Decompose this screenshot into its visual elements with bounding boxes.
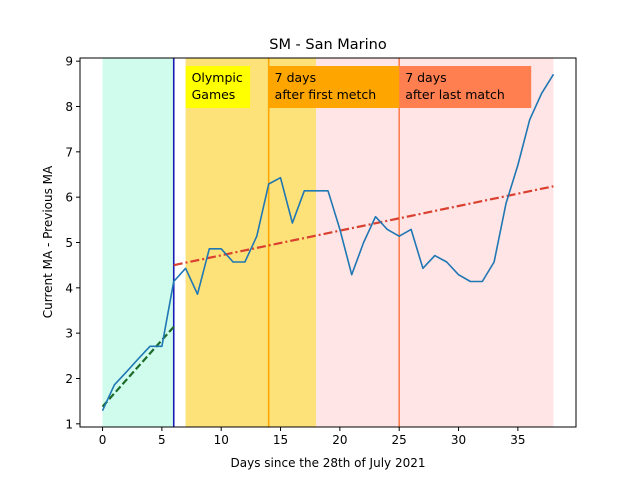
x-tick-label: 15 xyxy=(273,433,288,447)
series-line-0 xyxy=(101,73,555,412)
x-tick-label: 30 xyxy=(451,433,466,447)
annotation-box-1 xyxy=(268,66,409,108)
annotation-2: 7 days after last match xyxy=(399,66,532,108)
annotation-text-1-0: 7 days xyxy=(275,70,316,85)
y-tick-label: 5 xyxy=(65,236,73,250)
y-axis-label: Current MA - Previous MA xyxy=(41,165,55,318)
annotation-text-0-0: Olympic xyxy=(192,70,243,85)
annotation-text-2-0: 7 days xyxy=(405,70,446,85)
y-axis: 1 2 3 4 5 6 7 8 9 xyxy=(65,55,80,431)
x-tick-label: 35 xyxy=(510,433,525,447)
annotation-box-0 xyxy=(185,66,251,108)
y-tick-label: 8 xyxy=(65,100,73,114)
trend-line-0 xyxy=(101,326,175,408)
trend-line-1 xyxy=(173,185,554,267)
shaded-region-0 xyxy=(102,58,174,427)
x-axis-label: Days since the 28th of July 2021 xyxy=(231,456,426,470)
y-tick-label: 2 xyxy=(65,372,73,386)
x-tick-label: 0 xyxy=(99,433,107,447)
y-tick-label: 3 xyxy=(65,327,73,341)
annotation-0: Olympic Games xyxy=(185,66,251,108)
x-axis: 0 5 10 15 20 25 30 35 xyxy=(99,427,525,447)
annotation-text-1-1: after first metch xyxy=(275,87,377,102)
x-tick-label: 10 xyxy=(214,433,229,447)
shaded-region-1 xyxy=(185,58,317,427)
x-tick-label: 20 xyxy=(332,433,347,447)
x-tick-label: 25 xyxy=(392,433,407,447)
y-tick-label: 6 xyxy=(65,191,73,205)
annotation-text-2-1: after last match xyxy=(405,87,505,102)
y-tick-label: 7 xyxy=(65,145,73,159)
chart-title: SM - San Marino xyxy=(269,37,387,53)
y-tick-label: 1 xyxy=(65,417,73,431)
y-tick-label: 4 xyxy=(65,281,73,295)
annotation-1: 7 days after first metch xyxy=(268,66,409,108)
shaded-region-2 xyxy=(316,58,554,427)
y-tick-label: 9 xyxy=(65,55,73,69)
annotation-box-2 xyxy=(399,66,532,108)
x-tick-label: 5 xyxy=(158,433,166,447)
annotation-text-0-1: Games xyxy=(192,87,236,102)
